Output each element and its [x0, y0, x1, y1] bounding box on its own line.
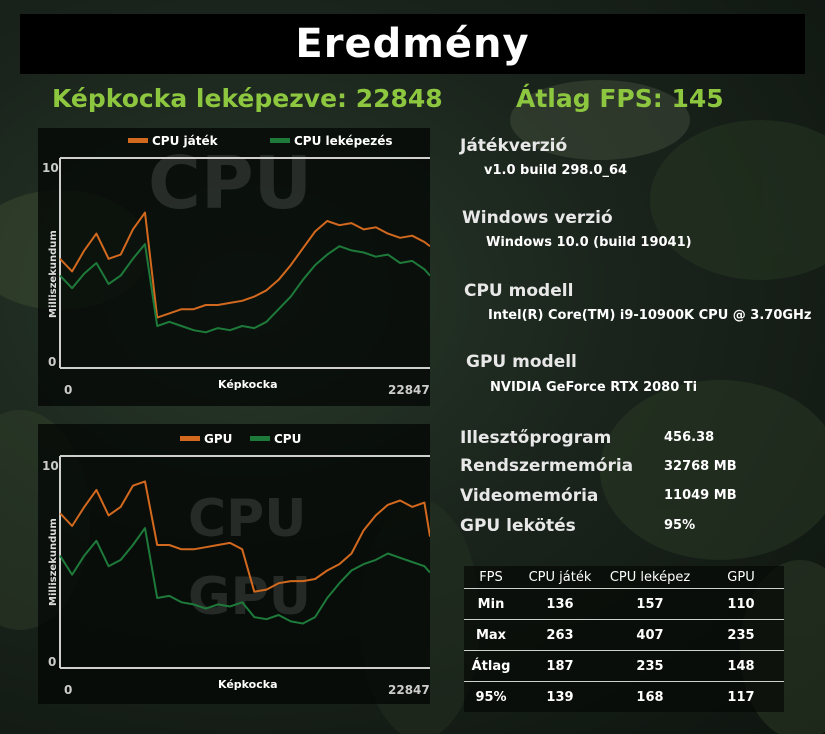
chart-series-group — [59, 480, 430, 625]
average-fps-summary: Átlag FPS: 145 — [516, 84, 724, 113]
legend-swatch-cpu-render — [270, 138, 290, 143]
driver-value: 456.38 — [664, 430, 715, 445]
table-row: Max 263 407 235 — [464, 620, 784, 651]
cell-cpu-game: 263 — [546, 627, 574, 643]
cell-cpu-game: 187 — [546, 658, 574, 674]
cell-gpu: 110 — [727, 596, 755, 612]
legend-cpu-render: CPU leképezés — [294, 134, 393, 148]
driver-label: Illesztőprogram — [460, 428, 612, 448]
gpu-chart-panel: CPU GPU GPU CPU 10 0 Milliszekundum Képk… — [38, 424, 430, 704]
series-line-cpu — [59, 527, 430, 625]
title-bar: Eredmény — [20, 14, 805, 74]
series-line-cpu-leképezés — [59, 243, 430, 334]
y-tick-max: 10 — [42, 161, 59, 175]
x-tick-min: 0 — [64, 383, 72, 397]
cpu-model-value: Intel(R) Core(TM) i9-10900K CPU @ 3.70GH… — [488, 308, 812, 323]
fps-stats-table: FPS CPU játék CPU leképez GPU Min 136 15… — [464, 566, 784, 712]
header-fps: FPS — [479, 569, 503, 585]
header-cpu-game: CPU játék — [528, 569, 592, 585]
table-row: Min 136 157 110 — [464, 589, 784, 620]
y-axis-label: Milliszekundum — [48, 518, 59, 606]
series-line-gpu — [59, 480, 430, 593]
row-label: Min — [477, 596, 505, 612]
chart-watermark: CPU — [148, 141, 312, 225]
table-row: Átlag 187 235 148 — [464, 651, 784, 682]
row-label: Átlag — [471, 658, 511, 674]
x-tick-max: 22847 — [388, 683, 430, 697]
video-memory-value: 11049 MB — [664, 488, 737, 503]
stats-header-row: FPS CPU játék CPU leképez GPU — [464, 566, 784, 589]
x-axis-label: Képkocka — [218, 678, 278, 691]
page-title: Eredmény — [295, 21, 530, 67]
y-tick-min: 0 — [48, 355, 56, 369]
game-version-label: Játékverzió — [460, 136, 568, 156]
y-tick-min: 0 — [48, 655, 56, 669]
header-cpu-render: CPU leképez — [609, 569, 691, 585]
cell-gpu: 117 — [727, 689, 755, 705]
gpu-model-label: GPU modell — [466, 352, 577, 372]
gpu-bound-value: 95% — [664, 518, 696, 533]
y-axis-label: Milliszekundum — [48, 230, 59, 318]
legend-swatch-gpu — [180, 436, 200, 441]
game-version-value: v1.0 build 298.0_64 — [484, 163, 628, 178]
cell-cpu-render: 235 — [636, 658, 664, 674]
cpu-frametime-chart: CPU CPU játék CPU leképezés 10 0 Millisz… — [42, 134, 430, 397]
x-tick-min: 0 — [64, 683, 72, 697]
cell-cpu-render: 168 — [636, 689, 664, 705]
x-tick-max: 22847 — [388, 383, 430, 397]
header-gpu: GPU — [727, 569, 755, 585]
windows-version-label: Windows verzió — [462, 208, 613, 228]
cell-cpu-render: 157 — [636, 596, 664, 612]
legend-cpu: CPU — [274, 432, 301, 446]
system-memory-label: Rendszermemória — [460, 456, 634, 476]
cell-cpu-game: 136 — [546, 596, 574, 612]
row-label: Max — [475, 627, 507, 643]
cell-cpu-render: 407 — [636, 627, 664, 643]
cell-cpu-game: 139 — [546, 689, 574, 705]
y-tick-max: 10 — [42, 459, 59, 473]
legend-swatch-cpu — [250, 436, 270, 441]
system-memory-value: 32768 MB — [664, 459, 737, 474]
windows-version-value: Windows 10.0 (build 19041) — [486, 235, 692, 250]
gpu-model-value: NVIDIA GeForce RTX 2080 Ti — [490, 380, 698, 395]
table-row: 95% 139 168 117 — [464, 682, 784, 712]
frames-rendered-summary: Képkocka leképezve: 22848 — [52, 84, 443, 113]
row-label: 95% — [475, 689, 507, 705]
cell-gpu: 235 — [727, 627, 755, 643]
cpu-chart-panel: CPU CPU játék CPU leképezés 10 0 Millisz… — [38, 128, 430, 406]
series-line-cpu-játék — [59, 211, 430, 319]
chart-watermark-1: CPU — [188, 489, 307, 549]
gpu-bound-label: GPU lekötés — [460, 516, 576, 536]
legend-gpu: GPU — [204, 432, 232, 446]
legend-swatch-cpu-game — [128, 138, 148, 143]
legend-cpu-game: CPU játék — [152, 134, 219, 148]
cpu-model-label: CPU modell — [464, 281, 574, 301]
x-axis-label: Képkocka — [218, 378, 278, 391]
gpu-frametime-chart: CPU GPU GPU CPU 10 0 Milliszekundum Képk… — [42, 432, 430, 697]
chart-series-group — [59, 211, 430, 334]
video-memory-label: Videomemória — [460, 486, 599, 506]
cell-gpu: 148 — [727, 658, 755, 674]
